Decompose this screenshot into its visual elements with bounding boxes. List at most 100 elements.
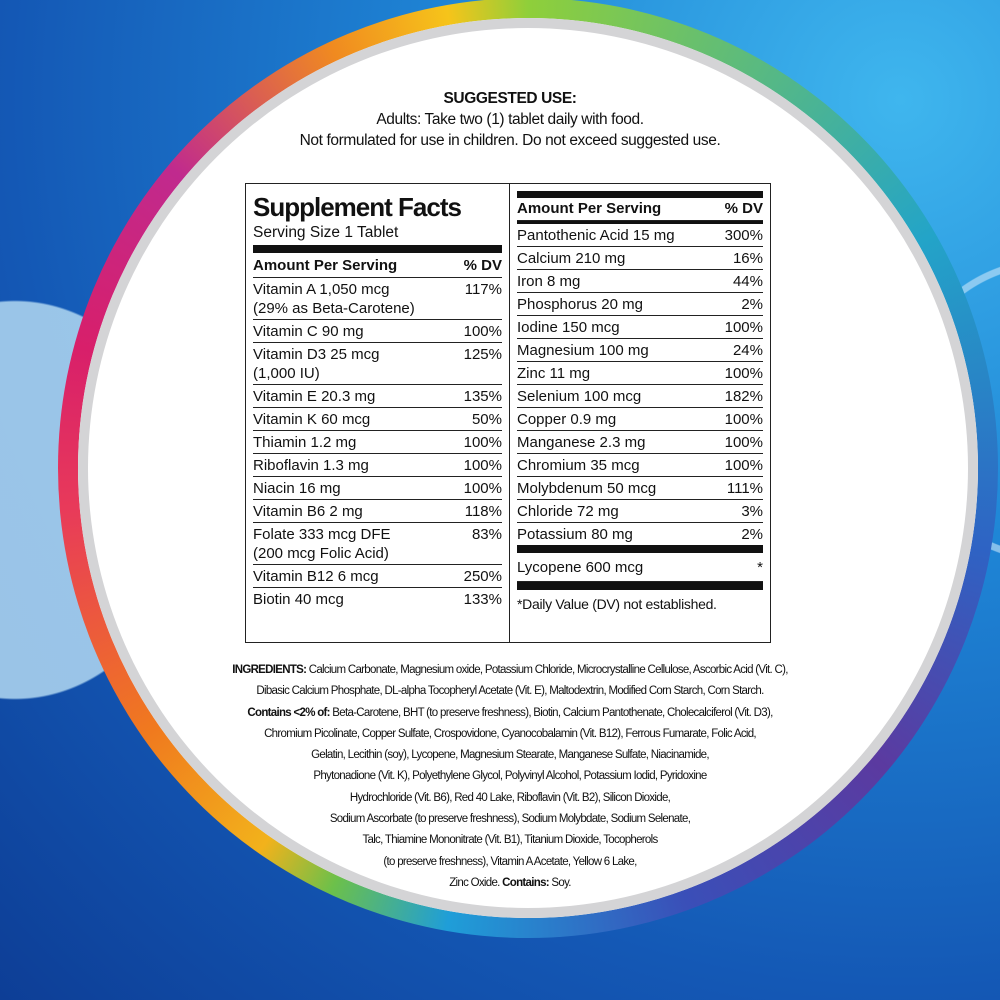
nutrient-dv: * (757, 559, 763, 576)
facts-row: Riboflavin 1.3 mg 100% (253, 454, 502, 477)
divider (517, 582, 763, 590)
facts-row: Chloride 72 mg 3% (517, 500, 763, 523)
nutrient-dv: 100% (724, 457, 763, 474)
facts-left-column: Supplement Facts Serving Size 1 Tablet A… (246, 184, 510, 642)
suggested-use-line: Adults: Take two (1) tablet daily with f… (376, 111, 644, 128)
nutrient-name: Niacin 16 mg (253, 480, 341, 497)
facts-row: Niacin 16 mg 100% (253, 477, 502, 500)
facts-row: Chromium 35 mcg 100% (517, 454, 763, 477)
nutrient-dv: 16% (732, 250, 763, 267)
nutrient-dv: 2% (741, 526, 763, 543)
facts-row: Iron 8 mg 44% (517, 270, 763, 293)
facts-row: Molybdenum 50 mcg 111% (517, 477, 763, 500)
nutrient-name: Magnesium 100 mg (517, 342, 649, 359)
facts-row: Phosphorus 20 mg 2% (517, 293, 763, 316)
header-amount: Amount Per Serving (253, 257, 398, 274)
nutrient-dv: 182% (724, 388, 763, 405)
ingredients-line: Calcium Carbonate, Magnesium oxide, Pota… (306, 664, 789, 676)
nutrient-dv: 24% (732, 342, 763, 359)
nutrient-name: Thiamin 1.2 mg (253, 434, 357, 451)
nutrient-dv: 50% (471, 411, 502, 428)
ingredients-line: Dibasic Calcium Phosphate, DL-alpha Toco… (256, 685, 764, 698)
ingredients-line: Zinc Oxide. (449, 876, 503, 889)
ingredients-line: Hydrochloride (Vit. B6), Red 40 Lake, Ri… (349, 791, 671, 804)
facts-left-rows: Vitamin A 1,050 mcg (29% as Beta-Caroten… (253, 278, 502, 610)
ingredients-line: Sodium Ascorbate (to preserve freshness)… (329, 813, 691, 826)
nutrient-dv: 100% (463, 434, 502, 451)
facts-row: Vitamin D3 25 mcg (1,000 IU) 125% (253, 343, 502, 385)
nutrient-name: Folate 333 mcg DFE (200 mcg Folic Acid) (253, 526, 391, 562)
facts-row: Magnesium 100 mg 24% (517, 339, 763, 362)
ingredients-line: Phytonadione (Vit. K), Polyethylene Glyc… (313, 770, 707, 783)
nutrient-dv: 133% (463, 591, 502, 608)
footnote: *Daily Value (DV) not established. (517, 596, 717, 612)
suggested-use-line: Not formulated for use in children. Do n… (299, 132, 721, 149)
ingredients-label: INGREDIENTS: (232, 664, 307, 676)
nutrient-dv: 100% (724, 365, 763, 382)
facts-row: Iodine 150 mcg 100% (517, 316, 763, 339)
nutrient-name: Riboflavin 1.3 mg (253, 457, 369, 474)
nutrient-dv: 135% (463, 388, 502, 405)
facts-row: Vitamin A 1,050 mcg (29% as Beta-Caroten… (253, 278, 502, 320)
contains-label: Contains <2% of: (247, 706, 330, 719)
facts-title: Supplement Facts (253, 192, 462, 222)
facts-header: Amount Per Serving % DV (517, 198, 763, 221)
facts-row: Vitamin C 90 mg 100% (253, 320, 502, 343)
nutrient-name: Chromium 35 mcg (517, 457, 640, 474)
nutrient-name: Zinc 11 mg (517, 365, 591, 382)
facts-header: Amount Per Serving % DV (253, 255, 502, 278)
facts-row: Zinc 11 mg 100% (517, 362, 763, 385)
nutrient-name: Vitamin B6 2 mg (253, 503, 363, 520)
ingredients-line: Gelatin, Lecithin (soy), Lycopene, Magne… (311, 749, 709, 762)
nutrient-name: Vitamin A 1,050 mcg (29% as Beta-Caroten… (253, 281, 415, 317)
nutrient-name: Phosphorus 20 mg (517, 296, 643, 313)
nutrient-name: Vitamin C 90 mg (253, 323, 364, 340)
nutrient-dv: 250% (463, 568, 502, 585)
nutrient-name: Vitamin D3 25 mcg (1,000 IU) (253, 346, 380, 382)
nutrient-name: Potassium 80 mg (517, 526, 633, 543)
divider (517, 545, 763, 553)
nutrient-name: Vitamin E 20.3 mg (253, 388, 376, 405)
nutrient-name: Calcium 210 mg (517, 250, 626, 267)
header-amount: Amount Per Serving (517, 200, 662, 217)
nutrient-name: Manganese 2.3 mg (517, 434, 646, 451)
facts-row: Thiamin 1.2 mg 100% (253, 431, 502, 454)
nutrient-name: Iron 8 mg (517, 273, 581, 290)
nutrient-name: Selenium 100 mcg (517, 388, 642, 405)
nutrient-dv: 111% (726, 480, 763, 497)
nutrient-name: Iodine 150 mcg (517, 319, 620, 336)
nutrient-dv: 118% (464, 503, 502, 520)
facts-row: Biotin 40 mcg 133% (253, 588, 502, 610)
ingredients-line: Beta-Carotene, BHT (to preserve freshnes… (329, 706, 773, 719)
nutrient-dv: 44% (732, 273, 763, 290)
nutrient-dv: 100% (724, 319, 763, 336)
nutrient-dv: 83% (471, 526, 502, 543)
facts-row-lycopene: Lycopene 600 mcg * (517, 553, 763, 582)
nutrient-name: Vitamin B12 6 mcg (253, 568, 379, 585)
facts-row: Pantothenic Acid 15 mg 300% (517, 224, 763, 247)
allergen: Soy. (548, 876, 571, 889)
nutrient-name: Lycopene 600 mcg (517, 559, 644, 576)
header-dv: % DV (724, 200, 763, 217)
facts-row: Vitamin B6 2 mg 118% (253, 500, 502, 523)
ingredients: INGREDIENTS: Calcium Carbonate, Magnesiu… (120, 660, 900, 894)
nutrient-name: Pantothenic Acid 15 mg (517, 227, 675, 244)
nutrient-dv: 100% (724, 411, 763, 428)
nutrient-name: Vitamin K 60 mcg (253, 411, 371, 428)
nutrient-name: Biotin 40 mcg (253, 591, 344, 608)
divider (253, 245, 502, 253)
nutrient-dv: 3% (741, 503, 763, 520)
facts-row: Vitamin K 60 mcg 50% (253, 408, 502, 431)
ingredients-line: Talc, Thiamine Mononitrate (Vit. B1), Ti… (362, 834, 658, 847)
facts-row: Copper 0.9 mg 100% (517, 408, 763, 431)
nutrient-name: Chloride 72 mg (517, 503, 619, 520)
nutrient-dv: 100% (724, 434, 763, 451)
nutrient-dv: 2% (741, 296, 763, 313)
suggested-use: SUGGESTED USE: Adults: Take two (1) tabl… (160, 88, 860, 151)
nutrient-name: Molybdenum 50 mcg (517, 480, 657, 497)
header-dv: % DV (463, 257, 502, 274)
ingredients-line: Chromium Picolinate, Copper Sulfate, Cro… (264, 727, 757, 740)
nutrient-dv: 100% (463, 480, 502, 497)
suggested-use-heading: SUGGESTED USE: (443, 90, 577, 107)
nutrient-dv: 300% (724, 227, 763, 244)
